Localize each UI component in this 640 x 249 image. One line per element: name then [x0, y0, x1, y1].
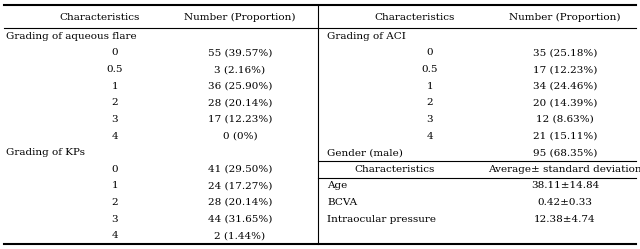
Text: BCVA: BCVA [327, 198, 357, 207]
Text: 44 (31.65%): 44 (31.65%) [208, 215, 272, 224]
Text: 35 (25.18%): 35 (25.18%) [533, 48, 597, 58]
Text: 0.42±0.33: 0.42±0.33 [538, 198, 593, 207]
Text: 38.11±14.84: 38.11±14.84 [531, 181, 599, 190]
Text: 24 (17.27%): 24 (17.27%) [208, 181, 272, 190]
Text: 0.5: 0.5 [422, 65, 438, 74]
Text: 0: 0 [112, 48, 118, 58]
Text: 17 (12.23%): 17 (12.23%) [208, 115, 272, 124]
Text: 3 (2.16%): 3 (2.16%) [214, 65, 266, 74]
Text: 2 (1.44%): 2 (1.44%) [214, 231, 266, 240]
Text: 28 (20.14%): 28 (20.14%) [208, 198, 272, 207]
Text: 0: 0 [112, 165, 118, 174]
Text: 2: 2 [112, 98, 118, 107]
Text: 41 (29.50%): 41 (29.50%) [208, 165, 272, 174]
Text: 1: 1 [427, 82, 433, 91]
Text: 2: 2 [112, 198, 118, 207]
Text: 21 (15.11%): 21 (15.11%) [533, 131, 597, 140]
Text: 12.38±4.74: 12.38±4.74 [534, 215, 596, 224]
Text: 95 (68.35%): 95 (68.35%) [533, 148, 597, 157]
Text: 0.5: 0.5 [107, 65, 124, 74]
Text: 1: 1 [112, 181, 118, 190]
Text: 2: 2 [427, 98, 433, 107]
Text: Grading of aqueous flare: Grading of aqueous flare [6, 32, 136, 41]
Text: Characteristics: Characteristics [60, 12, 140, 21]
Text: 0 (0%): 0 (0%) [223, 131, 257, 140]
Text: Grading of ACI: Grading of ACI [327, 32, 406, 41]
Text: 4: 4 [112, 131, 118, 140]
Text: 4: 4 [112, 231, 118, 240]
Text: 36 (25.90%): 36 (25.90%) [208, 82, 272, 91]
Text: 17 (12.23%): 17 (12.23%) [533, 65, 597, 74]
Text: 34 (24.46%): 34 (24.46%) [533, 82, 597, 91]
Text: Average± standard deviation: Average± standard deviation [488, 165, 640, 174]
Text: Number (Proportion): Number (Proportion) [509, 12, 621, 22]
Text: Characteristics: Characteristics [355, 165, 435, 174]
Text: 0: 0 [427, 48, 433, 58]
Text: 28 (20.14%): 28 (20.14%) [208, 98, 272, 107]
Text: 1: 1 [112, 82, 118, 91]
Text: Age: Age [327, 181, 348, 190]
Text: 4: 4 [427, 131, 433, 140]
Text: 20 (14.39%): 20 (14.39%) [533, 98, 597, 107]
Text: 12 (8.63%): 12 (8.63%) [536, 115, 594, 124]
Text: Intraocular pressure: Intraocular pressure [327, 215, 436, 224]
Text: Number (Proportion): Number (Proportion) [184, 12, 296, 22]
Text: 3: 3 [112, 215, 118, 224]
Text: 55 (39.57%): 55 (39.57%) [208, 48, 272, 58]
Text: 3: 3 [112, 115, 118, 124]
Text: Grading of KPs: Grading of KPs [6, 148, 85, 157]
Text: 3: 3 [427, 115, 433, 124]
Text: Characteristics: Characteristics [375, 12, 455, 21]
Text: Gender (male): Gender (male) [327, 148, 403, 157]
